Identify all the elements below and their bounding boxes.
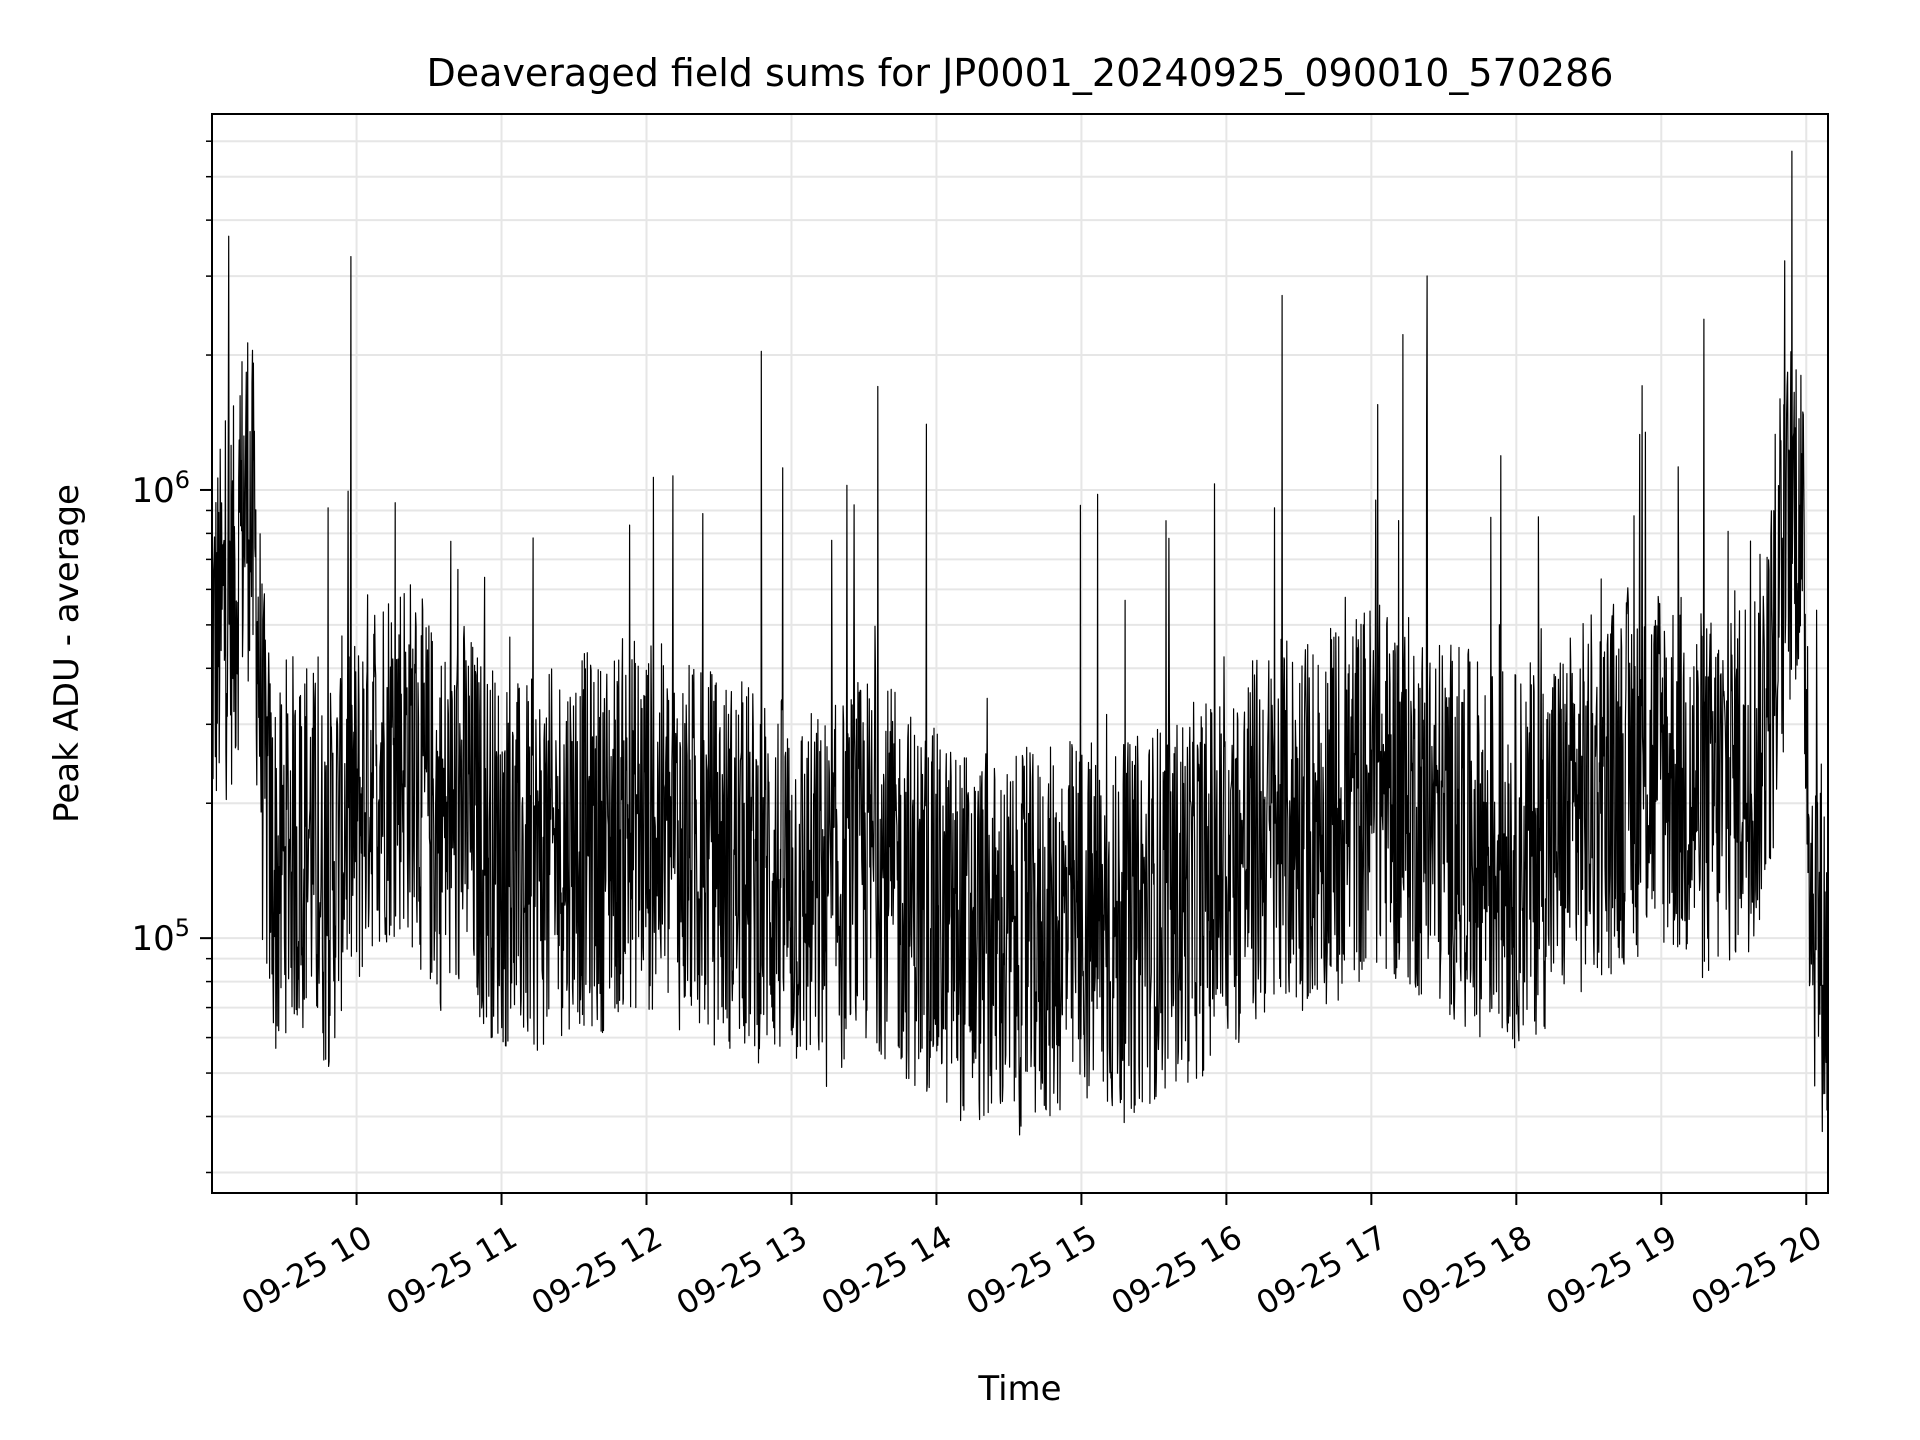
x-axis-ticks: 09-25 10 09-25 11 09-25 12 09-25 13 09-25 14… <box>235 1193 1828 1323</box>
series-layer <box>211 150 1829 1136</box>
x-tick-label: 09-25 12 <box>525 1218 669 1323</box>
x-tick-label: 09-25 11 <box>380 1218 524 1323</box>
x-tick-label: 09-25 17 <box>1250 1218 1394 1323</box>
x-tick-label: 09-25 10 <box>235 1218 379 1323</box>
x-tick-label: 09-25 16 <box>1105 1218 1249 1323</box>
x-tick-label: 09-25 19 <box>1540 1218 1684 1323</box>
plot-frame <box>211 113 1829 1194</box>
x-axis-label: Time <box>977 1369 1061 1409</box>
x-tick-label: 09-25 14 <box>815 1218 959 1323</box>
y-tick-label: 105 <box>131 914 190 959</box>
y-axis-label: Peak ADU - average <box>47 484 87 823</box>
x-tick-label: 09-25 13 <box>670 1218 814 1323</box>
series-line <box>211 150 1829 1136</box>
y-tick-label: 106 <box>131 466 190 511</box>
x-tick-label: 09-25 15 <box>960 1218 1104 1323</box>
x-tick-label: 09-25 18 <box>1395 1218 1539 1323</box>
x-tick-label: 09-25 20 <box>1685 1218 1829 1323</box>
grid-lines <box>212 114 1828 1193</box>
chart-title: Deaveraged field sums for JP0001_2024092… <box>427 51 1614 95</box>
y-axis-ticks: 105 106 <box>131 140 212 1174</box>
